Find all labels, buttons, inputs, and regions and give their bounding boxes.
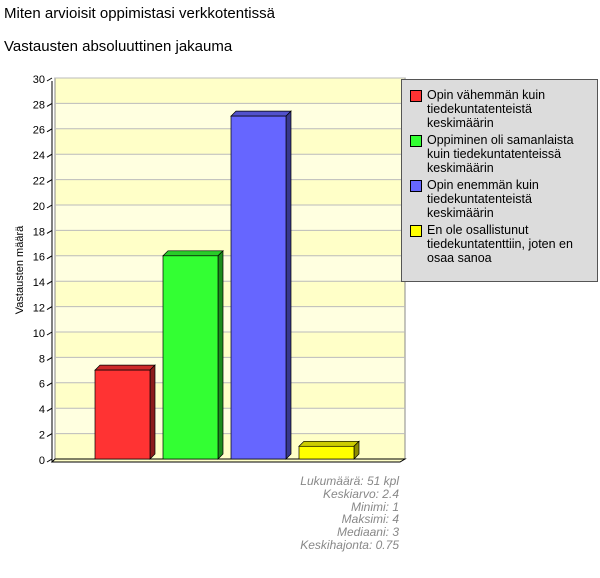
y-tick-label: 26 xyxy=(33,125,45,137)
y-tick-label: 28 xyxy=(33,99,45,111)
legend-label: Opin enemmän kuin tiedekuntatenteistä ke… xyxy=(427,178,539,220)
tick-mark xyxy=(46,204,53,209)
bar-side xyxy=(217,249,224,460)
y-tick-label: 22 xyxy=(33,176,45,188)
tick-mark xyxy=(46,280,53,285)
tick-mark xyxy=(46,433,53,438)
bar xyxy=(298,445,355,460)
y-axis-label: Vastausten määrä xyxy=(14,225,26,314)
legend-label: En ole osallistunut tiedekuntatenttiin, … xyxy=(427,223,573,265)
tick-mark xyxy=(46,458,53,463)
plot-band xyxy=(55,78,405,104)
statistic: Keskiarvo: 2.4 xyxy=(322,486,399,501)
y-tick-label: 2 xyxy=(39,430,45,442)
floor xyxy=(50,458,407,463)
plot-band xyxy=(55,306,405,332)
bar xyxy=(162,255,219,460)
tick-mark xyxy=(46,306,53,311)
bar xyxy=(94,369,151,460)
y-tick-label: 0 xyxy=(39,455,45,467)
statistics: Lukumäärä: 51 kpl Keskiarvo: 2.4 Minimi: 1… xyxy=(300,475,399,552)
y-tick-label: 30 xyxy=(33,74,45,86)
y-tick-label: 10 xyxy=(33,328,45,340)
tick-mark xyxy=(46,153,53,158)
plot-band xyxy=(55,332,405,358)
legend-item: Opin enemmän kuin tiedekuntatenteistä ke… xyxy=(410,178,591,220)
bar xyxy=(230,115,287,460)
tick-mark xyxy=(46,331,53,336)
bar-top xyxy=(94,364,156,371)
plot-band xyxy=(55,154,405,180)
legend-swatch xyxy=(410,180,422,192)
bar-side xyxy=(149,364,156,460)
bar-side xyxy=(285,110,292,460)
plot-band xyxy=(55,205,405,231)
tick-mark xyxy=(46,77,53,82)
plot-band xyxy=(55,281,405,307)
chart-title: Miten arvioisit oppimistasi verkkotentis… xyxy=(4,5,276,22)
y-tick-label: 20 xyxy=(33,201,45,213)
plot-band xyxy=(55,230,405,256)
legend-swatch xyxy=(410,135,422,147)
y-tick-label: 16 xyxy=(33,252,45,264)
plot-band xyxy=(55,103,405,129)
legend-item: Opin vähemmän kuin tiedekuntatenteistä k… xyxy=(410,88,591,130)
legend-item: En ole osallistunut tiedekuntatenttiin, … xyxy=(410,223,591,265)
statistic: Maksimi: 4 xyxy=(341,512,399,527)
chart-subtitle: Vastausten absoluuttinen jakauma xyxy=(4,38,233,55)
y-tick-label: 6 xyxy=(39,379,45,391)
legend-label: Opin vähemmän kuin tiedekuntatenteistä k… xyxy=(427,88,546,130)
statistic: Keskihajonta: 0.75 xyxy=(300,537,399,552)
tick-mark xyxy=(46,255,53,260)
statistic: Mediaani: 3 xyxy=(336,525,399,540)
tick-mark xyxy=(46,179,53,184)
legend: Opin vähemmän kuin tiedekuntatenteistä k… xyxy=(401,79,598,282)
legend-label: Oppiminen oli samanlaista kuin tiedekunt… xyxy=(427,133,574,175)
y-tick-label: 4 xyxy=(39,404,45,416)
y-tick-label: 18 xyxy=(33,226,45,238)
tick-mark xyxy=(46,382,53,387)
plot-band xyxy=(55,255,405,282)
bar-top xyxy=(162,250,224,257)
legend-swatch xyxy=(410,225,422,237)
plot-band xyxy=(55,128,405,155)
bar-top xyxy=(230,110,292,117)
legend-item: Oppiminen oli samanlaista kuin tiedekunt… xyxy=(410,133,591,175)
statistic: Minimi: 1 xyxy=(350,499,399,514)
plot-band xyxy=(55,179,405,205)
y-tick-label: 24 xyxy=(33,150,45,162)
bar-top xyxy=(298,440,360,447)
y-tick-label: 14 xyxy=(33,277,45,289)
legend-swatch xyxy=(410,90,422,102)
tick-mark xyxy=(46,102,53,107)
statistic: Lukumäärä: 51 kpl xyxy=(300,474,399,488)
tick-mark xyxy=(46,356,53,361)
tick-mark xyxy=(46,229,53,234)
y-tick-label: 12 xyxy=(33,303,45,315)
tick-mark xyxy=(46,407,53,412)
y-tick-label: 8 xyxy=(39,353,45,365)
tick-mark xyxy=(46,128,53,133)
